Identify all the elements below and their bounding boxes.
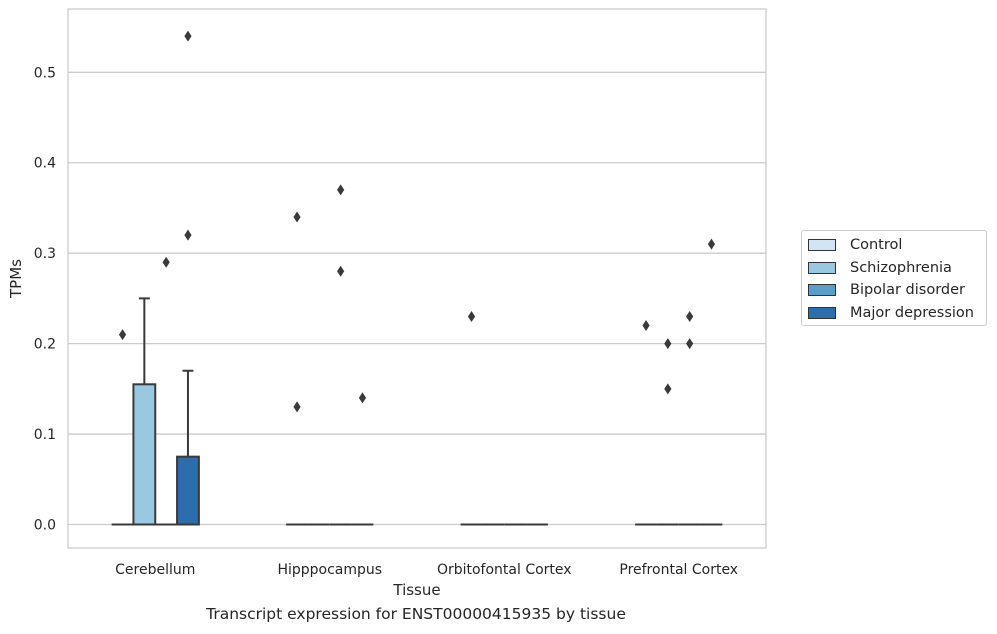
y-tick-label: 0.4 bbox=[34, 156, 56, 172]
legend-label-control: Control bbox=[850, 237, 903, 253]
outlier-point bbox=[293, 211, 301, 223]
x-tick-label: Prefrontal Cortex bbox=[619, 562, 738, 578]
legend-label-bipolar-disorder: Bipolar disorder bbox=[850, 282, 965, 298]
legend-label-major-depression: Major depression bbox=[850, 305, 974, 321]
outlier-point bbox=[686, 338, 694, 350]
y-tick-label: 0.2 bbox=[34, 337, 56, 353]
outlier-point bbox=[707, 238, 716, 250]
box-group bbox=[132, 297, 157, 526]
outlier-point bbox=[118, 329, 127, 341]
box-group bbox=[656, 338, 679, 526]
plot-frame bbox=[67, 8, 767, 549]
legend: Control Schizophrenia Bipolar disorder M… bbox=[801, 230, 987, 326]
boxes-layer bbox=[111, 30, 723, 526]
box-group bbox=[286, 211, 308, 526]
y-tick-label: 0.3 bbox=[34, 246, 56, 262]
box-group bbox=[635, 320, 657, 526]
outlier-point bbox=[293, 401, 301, 413]
legend-item-bipolar-disorder: Bipolar disorder bbox=[808, 280, 965, 300]
legend-item-control: Control bbox=[808, 235, 902, 255]
box-group bbox=[329, 184, 352, 526]
x-tick-label: Hipppocampus bbox=[277, 562, 382, 578]
x-tick-labels: Cerebellum Hipppocampus Orbitofontal Corte… bbox=[115, 562, 738, 578]
legend-label-schizophrenia: Schizophrenia bbox=[850, 260, 952, 276]
outlier-point bbox=[184, 229, 192, 241]
box-group bbox=[111, 329, 134, 526]
y-tick-label: 0.0 bbox=[34, 517, 56, 533]
outlier-point bbox=[467, 310, 476, 322]
box-group bbox=[155, 256, 178, 526]
y-tick-label: 0.1 bbox=[34, 427, 56, 443]
legend-swatch-control bbox=[808, 239, 836, 251]
outlier-point bbox=[337, 184, 345, 196]
outlier-point bbox=[664, 383, 672, 395]
outlier-point bbox=[184, 30, 192, 42]
grid-layer bbox=[68, 71, 766, 526]
x-tick-label: Orbitofontal Cortex bbox=[437, 562, 572, 578]
y-axis-label: TPMs bbox=[7, 259, 25, 299]
box-group bbox=[460, 310, 483, 526]
y-tick-label: 0.5 bbox=[34, 65, 56, 81]
y-tick-labels: 0.0 0.1 0.2 0.3 0.4 0.5 bbox=[34, 65, 56, 533]
box-group bbox=[700, 238, 723, 526]
box bbox=[176, 455, 200, 526]
outlier-point bbox=[358, 392, 367, 404]
outlier-point bbox=[664, 338, 672, 350]
chart-caption: Transcript expression for ENST0000041593… bbox=[206, 605, 626, 623]
box bbox=[132, 383, 157, 526]
box-group bbox=[678, 310, 701, 526]
legend-swatch-schizophrenia bbox=[808, 262, 836, 274]
outlier-point bbox=[642, 320, 650, 332]
legend-swatch-major-depression bbox=[808, 307, 836, 319]
legend-swatch-bipolar-disorder bbox=[808, 284, 836, 296]
x-tick-label: Cerebellum bbox=[115, 562, 195, 578]
outlier-point bbox=[162, 256, 170, 268]
box-group bbox=[351, 392, 374, 526]
x-axis-label: Tissue bbox=[392, 581, 440, 599]
outlier-point bbox=[337, 265, 345, 277]
box-group bbox=[176, 30, 200, 526]
legend-item-schizophrenia: Schizophrenia bbox=[808, 258, 952, 278]
outlier-point bbox=[686, 310, 694, 322]
legend-item-major-depression: Major depression bbox=[808, 303, 974, 323]
